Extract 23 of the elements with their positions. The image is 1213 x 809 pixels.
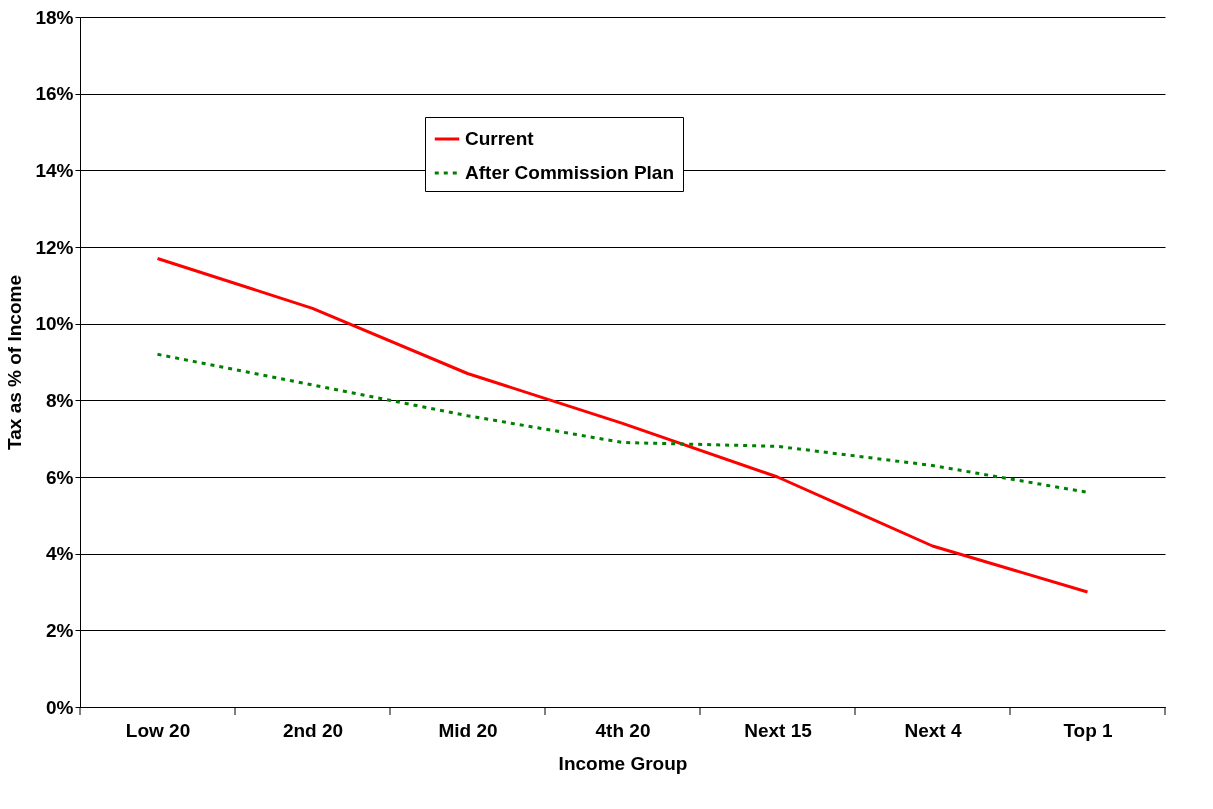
legend-label: After Commission Plan [465, 162, 675, 183]
x-tick-label: Top 1 [1063, 719, 1114, 741]
line-series [156, 352, 1089, 494]
y-tick-label: 16% [35, 83, 74, 105]
legend-label: Current [465, 128, 535, 149]
y-tick-label: 4% [46, 543, 74, 565]
x-tick-label: 4th 20 [595, 719, 651, 741]
x-tick-label: 2nd 20 [282, 719, 344, 741]
x-tick-label: Mid 20 [438, 719, 498, 741]
x-tick-label: Next 4 [904, 719, 962, 741]
x-tick-label: Next 15 [744, 719, 813, 741]
line-series [156, 257, 1089, 594]
y-tick-label: 2% [46, 619, 74, 641]
x-tick-label: Low 20 [125, 719, 191, 741]
y-tick-label: 14% [35, 159, 74, 181]
y-axis-title: Tax as % of Income [4, 275, 26, 450]
y-tick-label: 8% [46, 389, 74, 411]
y-tick-label: 18% [35, 6, 74, 28]
y-tick-label: 0% [46, 696, 74, 718]
y-tick-label: 6% [46, 466, 74, 488]
y-tick-label: 10% [35, 313, 74, 335]
y-tick-label: 12% [35, 236, 74, 258]
x-axis-title: Income Group [558, 752, 688, 774]
